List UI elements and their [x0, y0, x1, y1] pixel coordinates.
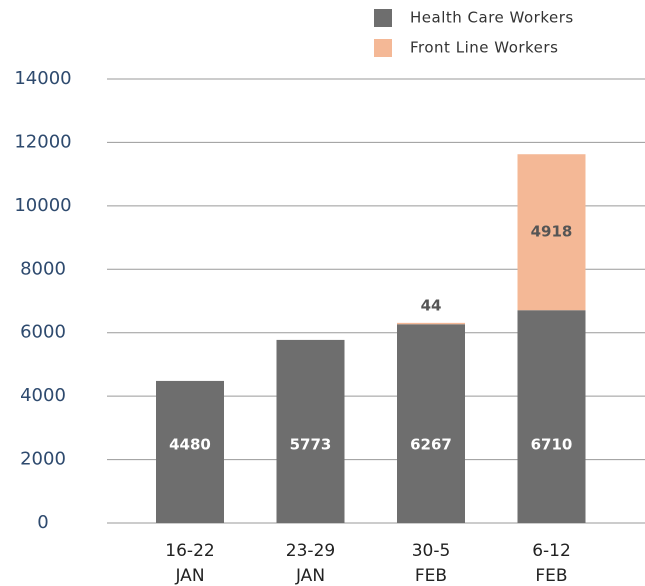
- data-label: 4480: [169, 436, 211, 454]
- data-label: 5773: [290, 436, 332, 454]
- x-tick-label: 30-5: [412, 541, 451, 561]
- x-tick-label: FEB: [535, 566, 567, 586]
- data-label: 6267: [410, 436, 452, 454]
- y-tick-label: 2000: [20, 449, 66, 470]
- legend-label: Health Care Workers: [410, 9, 574, 27]
- data-label: 44: [421, 296, 442, 314]
- legend-swatch: [374, 9, 392, 27]
- x-tick-label: 6-12: [532, 541, 571, 561]
- y-tick-label: 4000: [20, 385, 66, 406]
- bar-segment: [276, 339, 345, 523]
- y-tick-label: 12000: [14, 131, 71, 152]
- x-tick-label: JAN: [295, 566, 325, 586]
- x-tick-label: 23-29: [286, 541, 335, 561]
- x-tick-label: FEB: [415, 566, 447, 586]
- bar-segment: [397, 322, 465, 325]
- bar-segment: [517, 154, 586, 311]
- legend-swatch: [374, 39, 392, 57]
- data-label: 6710: [531, 436, 573, 454]
- y-tick-label: 6000: [20, 322, 66, 343]
- y-tick-label: 8000: [20, 258, 66, 279]
- legend-label: Front Line Workers: [410, 39, 558, 57]
- y-tick-label: 0: [37, 512, 48, 533]
- bar-segment: [517, 310, 586, 523]
- bar-segment: [156, 380, 224, 523]
- y-tick-label: 14000: [14, 68, 71, 89]
- bar-segment: [397, 324, 465, 523]
- x-tick-label: JAN: [174, 566, 204, 586]
- data-label: 4918: [531, 223, 573, 241]
- y-tick-label: 10000: [14, 195, 71, 216]
- x-tick-label: 16-22: [165, 541, 214, 561]
